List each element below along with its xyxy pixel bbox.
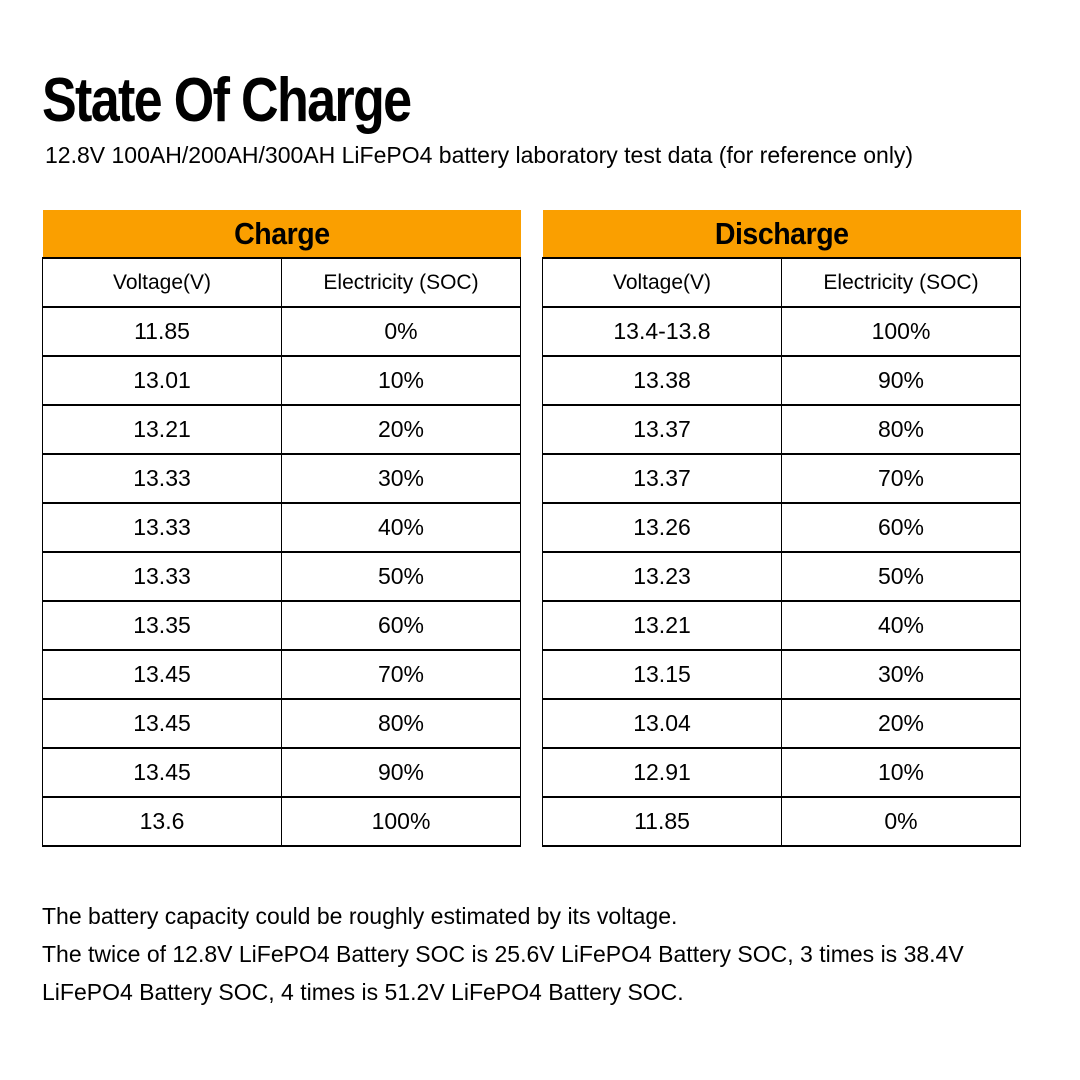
discharge-table-body: 13.4-13.8 100% 13.38 90% 13.37 80% 13.37 70% 13.… bbox=[542, 306, 1021, 847]
charge-voltage-column-header: Voltage(V) bbox=[42, 258, 282, 308]
table-cell: 13.37 bbox=[542, 404, 782, 455]
table-cell: 13.45 bbox=[42, 698, 282, 749]
table-row: 13.4-13.8 100% bbox=[542, 306, 1021, 357]
table-cell: 100% bbox=[281, 796, 521, 847]
table-row: 13.15 30% bbox=[542, 649, 1021, 700]
table-cell: 20% bbox=[781, 698, 1021, 749]
table-cell: 40% bbox=[781, 600, 1021, 651]
footer-line-2: The twice of 12.8V LiFePO4 Battery SOC i… bbox=[42, 941, 964, 967]
discharge-table: Discharge Voltage(V) Electricity (SOC) 1… bbox=[542, 210, 1021, 847]
table-cell: 80% bbox=[281, 698, 521, 749]
table-row: 13.33 30% bbox=[42, 453, 521, 504]
table-cell: 50% bbox=[281, 551, 521, 602]
table-cell: 12.91 bbox=[542, 747, 782, 798]
table-cell: 11.85 bbox=[42, 306, 282, 357]
table-row: 13.38 90% bbox=[542, 355, 1021, 406]
discharge-soc-column-header: Electricity (SOC) bbox=[781, 258, 1021, 308]
table-row: 13.45 70% bbox=[42, 649, 521, 700]
table-cell: 11.85 bbox=[542, 796, 782, 847]
table-cell: 13.45 bbox=[42, 649, 282, 700]
discharge-table-title: Discharge bbox=[714, 215, 849, 251]
table-cell: 40% bbox=[281, 502, 521, 553]
table-cell: 10% bbox=[781, 747, 1021, 798]
table-cell: 80% bbox=[781, 404, 1021, 455]
table-cell: 13.35 bbox=[42, 600, 282, 651]
table-cell: 60% bbox=[281, 600, 521, 651]
table-row: 13.45 90% bbox=[42, 747, 521, 798]
table-row: 13.37 70% bbox=[542, 453, 1021, 504]
table-cell: 100% bbox=[781, 306, 1021, 357]
table-row: 13.21 40% bbox=[542, 600, 1021, 651]
footer-note: The battery capacity could be roughly es… bbox=[42, 897, 964, 1011]
table-row: 13.26 60% bbox=[542, 502, 1021, 553]
tables-row: Charge Voltage(V) Electricity (SOC) 11.8… bbox=[42, 210, 1021, 847]
table-row: 13.33 40% bbox=[42, 502, 521, 553]
charge-table-body: 11.85 0% 13.01 10% 13.21 20% 13.33 30% 13.33 40% 1… bbox=[42, 306, 521, 847]
table-cell: 13.21 bbox=[542, 600, 782, 651]
table-row: 11.85 0% bbox=[42, 306, 521, 357]
table-row: 13.23 50% bbox=[542, 551, 1021, 602]
table-cell: 90% bbox=[781, 355, 1021, 406]
table-cell: 13.26 bbox=[542, 502, 782, 553]
table-row: 13.33 50% bbox=[42, 551, 521, 602]
table-cell: 13.15 bbox=[542, 649, 782, 700]
table-row: 13.45 80% bbox=[42, 698, 521, 749]
charge-table-header: Charge bbox=[42, 210, 521, 259]
table-row: 13.01 10% bbox=[42, 355, 521, 406]
table-cell: 60% bbox=[781, 502, 1021, 553]
charge-table-title: Charge bbox=[233, 215, 330, 251]
discharge-voltage-column-header: Voltage(V) bbox=[542, 258, 782, 308]
table-row: 13.35 60% bbox=[42, 600, 521, 651]
table-cell: 90% bbox=[281, 747, 521, 798]
table-cell: 13.38 bbox=[542, 355, 782, 406]
table-cell: 70% bbox=[281, 649, 521, 700]
table-cell: 13.6 bbox=[42, 796, 282, 847]
table-cell: 10% bbox=[281, 355, 521, 406]
discharge-table-header: Discharge bbox=[542, 210, 1021, 259]
table-cell: 13.45 bbox=[42, 747, 282, 798]
table-cell: 0% bbox=[781, 796, 1021, 847]
table-cell: 70% bbox=[781, 453, 1021, 504]
page-subtitle: 12.8V 100AH/200AH/300AH LiFePO4 battery … bbox=[45, 142, 914, 168]
table-cell: 13.4-13.8 bbox=[542, 306, 782, 357]
table-cell: 13.01 bbox=[42, 355, 282, 406]
table-cell: 13.33 bbox=[42, 453, 282, 504]
table-cell: 30% bbox=[781, 649, 1021, 700]
charge-table: Charge Voltage(V) Electricity (SOC) 11.8… bbox=[42, 210, 521, 847]
table-cell: 13.21 bbox=[42, 404, 282, 455]
table-cell: 30% bbox=[281, 453, 521, 504]
table-row: 13.21 20% bbox=[42, 404, 521, 455]
table-cell: 13.04 bbox=[542, 698, 782, 749]
table-row: 13.04 20% bbox=[542, 698, 1021, 749]
table-row: 12.91 10% bbox=[542, 747, 1021, 798]
table-cell: 13.33 bbox=[42, 551, 282, 602]
table-cell: 50% bbox=[781, 551, 1021, 602]
table-cell: 20% bbox=[281, 404, 521, 455]
table-cell: 13.23 bbox=[542, 551, 782, 602]
table-row: 11.85 0% bbox=[542, 796, 1021, 847]
table-cell: 0% bbox=[281, 306, 521, 357]
page-title: State Of Charge bbox=[42, 66, 412, 135]
footer-line-3: LiFePO4 Battery SOC, 4 times is 51.2V Li… bbox=[42, 979, 684, 1005]
footer-line-1: The battery capacity could be roughly es… bbox=[42, 903, 678, 929]
table-row: 13.6 100% bbox=[42, 796, 521, 847]
table-cell: 13.37 bbox=[542, 453, 782, 504]
charge-soc-column-header: Electricity (SOC) bbox=[281, 258, 521, 308]
table-cell: 13.33 bbox=[42, 502, 282, 553]
table-row: 13.37 80% bbox=[542, 404, 1021, 455]
